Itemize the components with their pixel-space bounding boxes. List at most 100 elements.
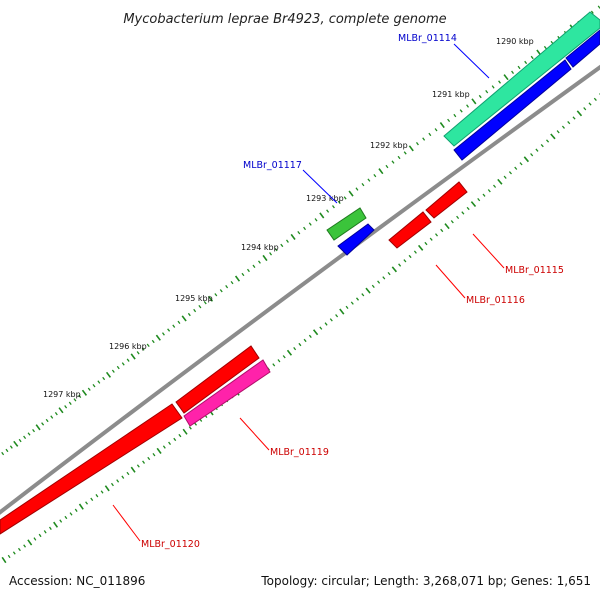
tick-inner-major (130, 466, 136, 473)
tick-outer-minor (355, 187, 359, 191)
tick-inner-minor (142, 460, 146, 464)
tick-inner-minor (319, 326, 323, 330)
tick-outer-minor (385, 164, 389, 169)
tick-outer-minor (193, 308, 197, 313)
tick-inner-minor (12, 551, 16, 555)
gene-label-MLBr_01115[interactable]: MLBr_01115 (505, 265, 564, 276)
tick-inner-minor (110, 482, 114, 487)
tick-inner-major (391, 266, 398, 273)
tick-inner-minor (567, 120, 571, 125)
tick-outer-minor (331, 205, 335, 209)
kbp-label-1295: 1295 kbp (175, 294, 213, 303)
tick-inner-minor (17, 547, 21, 552)
tick-outer-major (130, 353, 136, 360)
gene-label-MLBr_01116[interactable]: MLBr_01116 (466, 295, 525, 306)
tick-outer-major (290, 233, 296, 240)
tick-inner-minor (329, 318, 333, 322)
kbp-label-1291: 1291 kbp (432, 90, 470, 99)
tick-outer-minor (187, 312, 191, 317)
tick-inner-minor (408, 254, 412, 259)
gene-label-MLBr_01120[interactable]: MLBr_01120 (141, 539, 200, 550)
tick-inner-minor (308, 334, 312, 338)
tick-outer-minor (485, 90, 489, 94)
gene-MLBr_01119-upper[interactable] (175, 345, 260, 414)
gene-MLBr_01119[interactable] (183, 359, 271, 427)
tick-outer-major (439, 122, 445, 129)
tick-outer-minor (64, 405, 68, 409)
tick-inner-minor (162, 445, 166, 449)
tick-outer-minor (252, 264, 256, 268)
tick-outer-minor (314, 218, 318, 222)
tick-inner-minor (508, 171, 512, 175)
tick-outer-minor (73, 398, 77, 402)
gene-MLBr_01115[interactable] (425, 181, 468, 219)
tick-outer-minor (136, 351, 140, 355)
tick-inner-major (523, 156, 530, 163)
tick-inner-minor (493, 184, 497, 188)
gene-MLBr_01116[interactable] (388, 211, 432, 249)
tick-inner-minor (503, 175, 507, 179)
tick-inner-minor (7, 554, 11, 559)
tick-outer-minor (241, 272, 245, 277)
tick-inner-minor (324, 322, 328, 326)
tick-inner-minor (572, 116, 576, 120)
scale-labels: 1290 kbp 1291 kbp 1292 kbp 1293 kbp 1294… (43, 37, 534, 399)
tick-outer-minor (97, 380, 101, 384)
tick-outer-major (181, 315, 187, 322)
tick-outer-minor (111, 369, 115, 373)
tick-outer-minor (54, 412, 58, 416)
genome-summary-text: Topology: circular; Length: 3,268,071 bp… (261, 574, 591, 588)
tick-inner-minor (293, 347, 297, 351)
tick-outer-minor (203, 301, 207, 305)
tick-outer-minor (214, 293, 218, 297)
tick-outer-minor (326, 209, 330, 213)
leader-line-MLBr_01116 (435, 264, 466, 299)
tick-inner-minor (450, 220, 454, 224)
tick-outer-minor (78, 394, 82, 398)
tick-inner-minor (136, 464, 140, 468)
tick-inner-minor (178, 433, 182, 438)
tick-inner-minor (466, 206, 470, 211)
tick-inner-major (550, 133, 556, 140)
tick-outer-minor (447, 118, 451, 123)
gene-MLBr_01114[interactable] (443, 11, 600, 147)
tick-inner-minor (593, 97, 597, 102)
tick-inner-minor (482, 193, 486, 197)
tick-inner-minor (147, 456, 151, 461)
tick-inner-major (365, 287, 371, 294)
tick-outer-minor (219, 289, 223, 293)
kbp-label-1296: 1296 kbp (109, 342, 147, 351)
leader-line-MLBr_01114 (453, 43, 490, 79)
tick-inner-minor (152, 453, 156, 457)
gene-MLBr_01117[interactable] (326, 207, 367, 241)
tick-inner-minor (546, 139, 550, 143)
feature-bar-MLBr_01116 (388, 211, 432, 249)
tick-inner-minor (377, 280, 381, 284)
tick-outer-major (319, 212, 325, 219)
gene-label-MLBr_01117[interactable]: MLBr_01117 (243, 160, 302, 171)
tick-outer-minor (361, 183, 365, 187)
gene-label-MLBr_01114[interactable]: MLBr_01114 (398, 33, 457, 44)
tick-outer-minor (590, 10, 594, 14)
tick-outer-minor (246, 268, 250, 273)
gene-MLBr_01120[interactable] (0, 403, 183, 535)
tick-inner-major (576, 110, 583, 117)
cds-MLBr_01114[interactable] (453, 29, 600, 161)
tick-outer-minor (428, 132, 432, 137)
accession-text: Accession: NC_011896 (9, 574, 146, 588)
kbp-label-1297: 1297 kbp (43, 390, 81, 399)
tick-inner-minor (168, 441, 172, 445)
gene-label-MLBr_01119[interactable]: MLBr_01119 (270, 447, 329, 458)
tick-outer-minor (41, 422, 45, 426)
tick-outer-minor (92, 384, 96, 388)
tick-outer-minor (459, 109, 463, 113)
tick-inner-minor (90, 497, 94, 501)
tick-outer-minor (524, 60, 528, 65)
feature-bar-MLBr_01114 (443, 11, 600, 147)
tick-outer-minor (27, 432, 31, 436)
cds-MLBr_01117[interactable] (337, 223, 375, 256)
tick-outer-minor (367, 178, 371, 182)
tick-outer-major (378, 168, 384, 175)
tick-outer-minor (151, 339, 155, 344)
